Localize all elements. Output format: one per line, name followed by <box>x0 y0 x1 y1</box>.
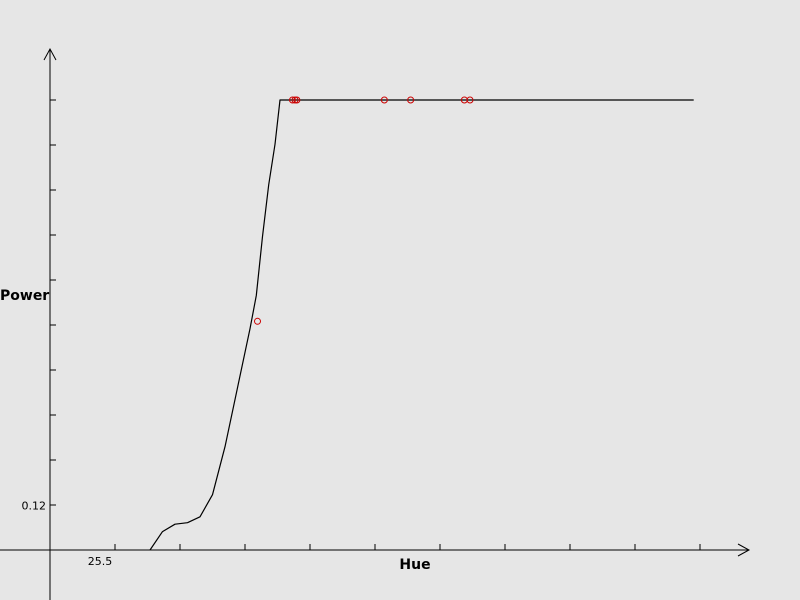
data-point <box>293 96 301 104</box>
x-axis-title: Hue <box>399 557 430 573</box>
data-point <box>254 317 261 325</box>
y-axis-arrow <box>43 47 57 61</box>
y-tick-label: 0.12 <box>22 500 47 513</box>
data-point <box>407 96 415 104</box>
curve-line <box>149 99 694 551</box>
data-point <box>466 96 474 104</box>
data-point <box>380 96 388 104</box>
data-point <box>289 96 296 104</box>
x-ticks <box>49 544 701 550</box>
y-ticks <box>50 99 56 506</box>
data-point <box>291 96 299 104</box>
y-axis-title: Power <box>0 288 49 304</box>
x-axis-arrow <box>737 543 751 557</box>
x-tick-label: 25.5 <box>88 555 113 568</box>
series-layer <box>149 96 694 551</box>
axes: 25.5 0.12 <box>0 47 751 600</box>
tick-labels: 25.5 0.12 <box>22 500 113 568</box>
